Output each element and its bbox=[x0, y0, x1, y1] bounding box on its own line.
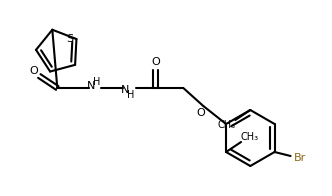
Text: CH₃: CH₃ bbox=[241, 132, 259, 142]
Text: O: O bbox=[151, 57, 160, 67]
Text: O: O bbox=[29, 66, 38, 76]
Text: N: N bbox=[121, 85, 129, 95]
Text: Br: Br bbox=[293, 153, 306, 163]
Text: O: O bbox=[196, 108, 205, 118]
Text: S: S bbox=[66, 34, 73, 44]
Text: H: H bbox=[93, 77, 100, 87]
Text: N: N bbox=[87, 81, 96, 91]
Text: CH₃: CH₃ bbox=[217, 120, 235, 130]
Text: H: H bbox=[126, 90, 134, 100]
